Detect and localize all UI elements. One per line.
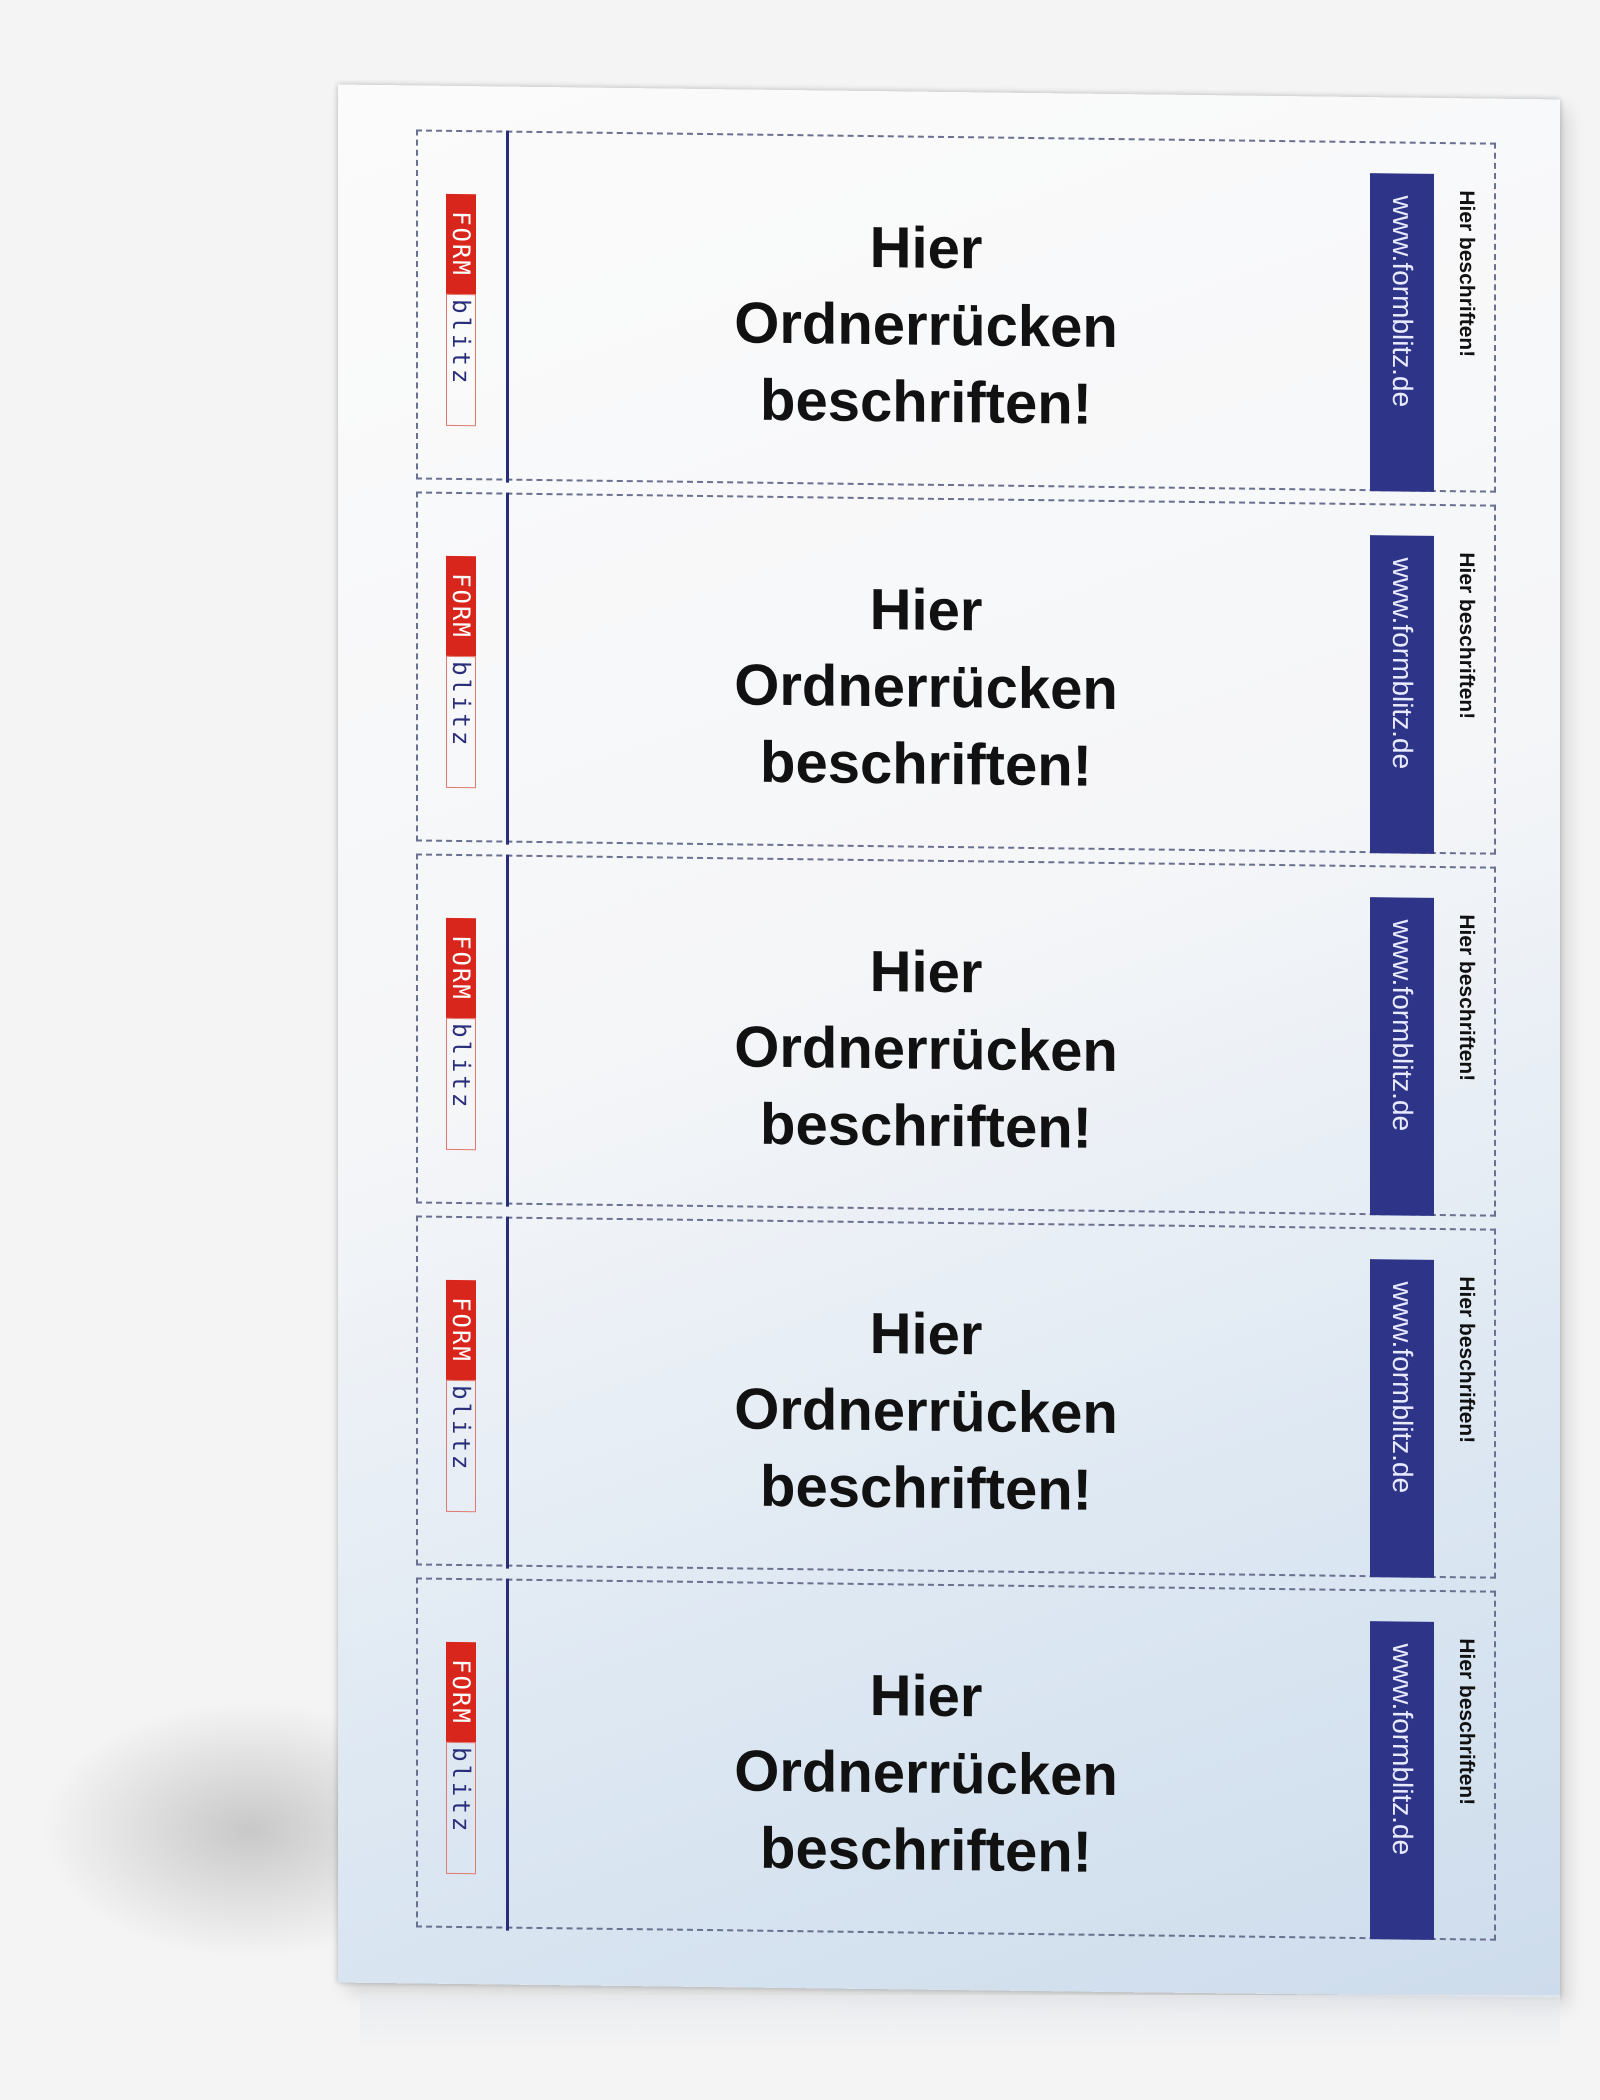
url-text: www.formblitz.de [1387,919,1418,1132]
fold-line [506,1578,509,1931]
label-title: Hier Ordnerrücken beschriften! [513,929,1339,1170]
formblitz-logo: FORM blitz [446,555,480,789]
spine-label: FORM blitz Hier Ordnerrücken beschriften… [416,491,1496,855]
logo-blitz: blitz [446,1017,476,1151]
formblitz-logo: FORM blitz [446,193,480,427]
spine-label: FORM blitz Hier Ordnerrücken beschriften… [416,1577,1496,1941]
logo-form: FORM [446,1641,476,1743]
page-reflection [360,1995,1560,2055]
title-line: Hier [869,1301,983,1368]
title-line: Hier [869,1663,983,1730]
side-note: Hier beschriften! [1455,190,1478,358]
side-note: Hier beschriften! [1455,552,1478,720]
url-text: www.formblitz.de [1387,1281,1418,1494]
title-line: Ordnerrücken [734,652,1118,723]
title-line: Hier [869,939,983,1006]
title-line: beschriften! [760,367,1092,437]
label-title: Hier Ordnerrücken beschriften! [513,1291,1339,1532]
logo-blitz: blitz [446,1741,476,1875]
fold-line [506,492,509,845]
formblitz-logo: FORM blitz [446,1641,480,1875]
label-title: Hier Ordnerrücken beschriften! [513,205,1339,446]
title-line: beschriften! [760,729,1092,799]
logo-form: FORM [446,555,476,657]
logo-form: FORM [446,193,476,295]
title-line: Hier [869,215,983,282]
title-line: beschriften! [760,1091,1092,1161]
label-title: Hier Ordnerrücken beschriften! [513,567,1339,808]
label-sheet: FORM blitz Hier Ordnerrücken beschriften… [338,84,1560,1998]
url-band: www.formblitz.de [1370,173,1434,492]
url-band: www.formblitz.de [1370,897,1434,1216]
url-band: www.formblitz.de [1370,1259,1434,1578]
title-line: Ordnerrücken [734,290,1118,361]
side-note: Hier beschriften! [1455,1276,1478,1444]
title-line: Hier [869,577,983,644]
logo-form: FORM [446,1279,476,1381]
logo-form: FORM [446,917,476,1019]
logo-blitz: blitz [446,655,476,789]
title-line: Ordnerrücken [734,1014,1118,1085]
url-text: www.formblitz.de [1387,557,1418,770]
title-line: Ordnerrücken [734,1376,1118,1447]
side-note: Hier beschriften! [1455,1638,1478,1806]
url-text: www.formblitz.de [1387,195,1418,408]
formblitz-logo: FORM blitz [446,1279,480,1513]
side-note: Hier beschriften! [1455,914,1478,1082]
title-line: Ordnerrücken [734,1738,1118,1809]
fold-line [506,854,509,1207]
title-line: beschriften! [760,1453,1092,1523]
title-line: beschriften! [760,1815,1092,1885]
spine-label: FORM blitz Hier Ordnerrücken beschriften… [416,853,1496,1217]
logo-blitz: blitz [446,293,476,427]
spine-label: FORM blitz Hier Ordnerrücken beschriften… [416,1215,1496,1579]
url-band: www.formblitz.de [1370,1621,1434,1940]
logo-blitz: blitz [446,1379,476,1513]
label-title: Hier Ordnerrücken beschriften! [513,1653,1339,1894]
url-band: www.formblitz.de [1370,535,1434,854]
formblitz-logo: FORM blitz [446,917,480,1151]
fold-line [506,130,509,483]
fold-line [506,1216,509,1569]
url-text: www.formblitz.de [1387,1643,1418,1856]
spine-label: FORM blitz Hier Ordnerrücken beschriften… [416,129,1496,493]
